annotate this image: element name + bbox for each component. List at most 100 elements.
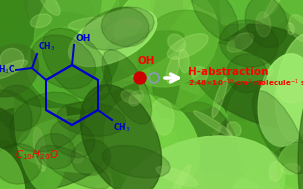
Polygon shape xyxy=(0,85,41,131)
Polygon shape xyxy=(79,0,166,11)
Polygon shape xyxy=(238,164,291,189)
Text: $C_{10}H_{20}O$: $C_{10}H_{20}O$ xyxy=(15,148,59,162)
Polygon shape xyxy=(0,147,25,189)
Polygon shape xyxy=(161,11,250,119)
Polygon shape xyxy=(13,45,87,139)
Polygon shape xyxy=(227,70,301,156)
Polygon shape xyxy=(115,0,189,37)
Polygon shape xyxy=(275,33,303,142)
Polygon shape xyxy=(148,143,268,187)
Polygon shape xyxy=(240,0,303,44)
Polygon shape xyxy=(60,13,123,84)
Polygon shape xyxy=(278,81,303,103)
Polygon shape xyxy=(218,103,288,185)
Polygon shape xyxy=(256,12,271,37)
Polygon shape xyxy=(64,0,158,44)
Polygon shape xyxy=(212,77,228,118)
Polygon shape xyxy=(172,102,239,189)
Polygon shape xyxy=(151,99,174,135)
Polygon shape xyxy=(104,95,199,189)
Polygon shape xyxy=(85,112,240,189)
Polygon shape xyxy=(166,0,255,34)
Circle shape xyxy=(134,72,146,84)
Polygon shape xyxy=(28,116,145,189)
Polygon shape xyxy=(6,100,78,189)
Polygon shape xyxy=(0,59,53,141)
Polygon shape xyxy=(129,90,144,106)
Polygon shape xyxy=(0,0,46,26)
Polygon shape xyxy=(240,0,303,71)
Polygon shape xyxy=(28,0,191,81)
Polygon shape xyxy=(0,115,60,189)
Polygon shape xyxy=(233,121,303,189)
Polygon shape xyxy=(239,148,303,189)
Polygon shape xyxy=(40,0,145,36)
Polygon shape xyxy=(31,14,52,28)
Text: OH: OH xyxy=(75,34,90,43)
Polygon shape xyxy=(258,0,303,40)
Polygon shape xyxy=(32,35,96,89)
Polygon shape xyxy=(72,140,111,176)
Polygon shape xyxy=(17,48,102,119)
Polygon shape xyxy=(269,161,282,181)
Polygon shape xyxy=(0,12,119,107)
Polygon shape xyxy=(17,31,184,101)
Polygon shape xyxy=(282,164,300,174)
Text: 2.46$\times$10$^{-19}$ cm$^3$ molecule$^{-1}$ s$^{-1}$: 2.46$\times$10$^{-19}$ cm$^3$ molecule$^… xyxy=(188,77,303,89)
Polygon shape xyxy=(166,56,179,84)
Polygon shape xyxy=(9,92,85,152)
Polygon shape xyxy=(216,0,271,113)
Polygon shape xyxy=(0,44,38,97)
Polygon shape xyxy=(15,59,68,189)
Polygon shape xyxy=(51,119,95,158)
Polygon shape xyxy=(138,10,237,111)
Polygon shape xyxy=(227,33,253,52)
Polygon shape xyxy=(280,108,303,165)
Text: H-abstraction: H-abstraction xyxy=(188,67,268,77)
Polygon shape xyxy=(243,0,303,66)
Polygon shape xyxy=(200,27,303,129)
Polygon shape xyxy=(215,63,303,188)
Polygon shape xyxy=(27,27,104,103)
Polygon shape xyxy=(172,165,191,189)
Polygon shape xyxy=(137,0,237,110)
Polygon shape xyxy=(112,130,195,189)
Polygon shape xyxy=(231,0,283,19)
Polygon shape xyxy=(227,122,241,137)
Text: OH: OH xyxy=(138,56,155,66)
Polygon shape xyxy=(68,9,157,67)
Polygon shape xyxy=(57,102,126,136)
Polygon shape xyxy=(0,20,30,65)
Polygon shape xyxy=(220,20,278,67)
Polygon shape xyxy=(16,65,78,113)
Polygon shape xyxy=(18,42,154,130)
Polygon shape xyxy=(0,105,112,189)
Polygon shape xyxy=(68,17,109,30)
Polygon shape xyxy=(72,152,83,163)
Polygon shape xyxy=(97,33,273,81)
Polygon shape xyxy=(127,27,216,83)
Polygon shape xyxy=(167,34,208,59)
Polygon shape xyxy=(101,7,149,47)
Polygon shape xyxy=(0,22,1,131)
Polygon shape xyxy=(151,0,184,118)
Polygon shape xyxy=(289,15,303,42)
Polygon shape xyxy=(0,48,24,72)
Polygon shape xyxy=(258,54,303,146)
Polygon shape xyxy=(252,90,303,174)
Polygon shape xyxy=(264,0,288,18)
Polygon shape xyxy=(165,0,298,54)
Polygon shape xyxy=(156,167,198,186)
Polygon shape xyxy=(277,143,303,189)
Polygon shape xyxy=(185,0,254,17)
Polygon shape xyxy=(193,111,232,136)
Polygon shape xyxy=(45,142,120,189)
Polygon shape xyxy=(192,67,208,82)
Polygon shape xyxy=(93,171,272,189)
Polygon shape xyxy=(42,28,112,101)
Polygon shape xyxy=(121,90,140,104)
Polygon shape xyxy=(80,85,161,189)
Polygon shape xyxy=(191,0,238,41)
Polygon shape xyxy=(105,18,141,41)
Polygon shape xyxy=(39,145,110,189)
